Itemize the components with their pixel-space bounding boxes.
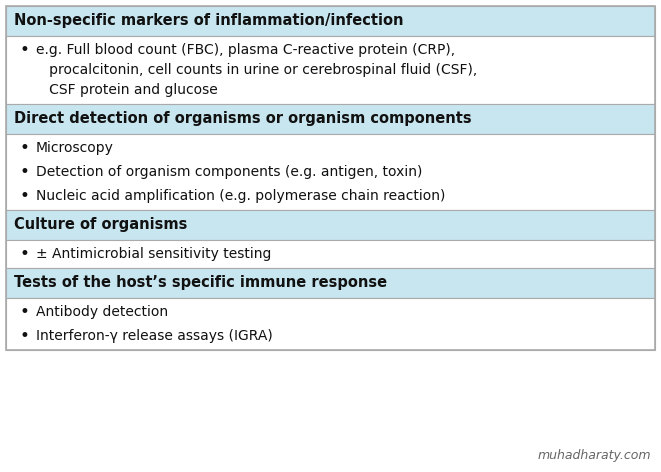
Text: •: • bbox=[19, 245, 29, 263]
Text: Detection of organism components (e.g. antigen, toxin): Detection of organism components (e.g. a… bbox=[36, 165, 422, 179]
Bar bbox=[6, 240, 655, 268]
Text: Tests of the host’s specific immune response: Tests of the host’s specific immune resp… bbox=[14, 276, 387, 290]
Text: muhadharaty.com: muhadharaty.com bbox=[537, 449, 651, 462]
Text: e.g. Full blood count (FBC), plasma C-reactive protein (CRP),: e.g. Full blood count (FBC), plasma C-re… bbox=[36, 43, 455, 57]
Bar bbox=[6, 6, 655, 36]
Text: •: • bbox=[19, 303, 29, 321]
Text: •: • bbox=[19, 41, 29, 59]
Text: procalcitonin, cell counts in urine or cerebrospinal fluid (CSF),: procalcitonin, cell counts in urine or c… bbox=[36, 63, 477, 77]
Text: Non-specific markers of inflammation/infection: Non-specific markers of inflammation/inf… bbox=[14, 14, 403, 28]
Text: Microscopy: Microscopy bbox=[36, 141, 114, 155]
Bar bbox=[6, 6, 655, 350]
Bar bbox=[6, 36, 655, 104]
Text: •: • bbox=[19, 187, 29, 205]
Bar bbox=[6, 268, 655, 298]
Text: •: • bbox=[19, 139, 29, 157]
Text: •: • bbox=[19, 163, 29, 181]
Text: Culture of organisms: Culture of organisms bbox=[14, 218, 187, 233]
Bar bbox=[6, 298, 655, 350]
Text: Direct detection of organisms or organism components: Direct detection of organisms or organis… bbox=[14, 111, 472, 126]
Bar bbox=[6, 134, 655, 210]
Text: Antibody detection: Antibody detection bbox=[36, 305, 168, 319]
Text: Interferon-γ release assays (IGRA): Interferon-γ release assays (IGRA) bbox=[36, 329, 273, 343]
Text: Nucleic acid amplification (e.g. polymerase chain reaction): Nucleic acid amplification (e.g. polymer… bbox=[36, 189, 446, 203]
Text: •: • bbox=[19, 327, 29, 345]
Text: ± Antimicrobial sensitivity testing: ± Antimicrobial sensitivity testing bbox=[36, 247, 272, 261]
Text: CSF protein and glucose: CSF protein and glucose bbox=[36, 83, 217, 97]
Bar bbox=[6, 210, 655, 240]
Bar bbox=[6, 104, 655, 134]
